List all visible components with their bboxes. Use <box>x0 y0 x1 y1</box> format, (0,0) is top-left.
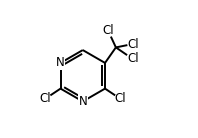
Text: Cl: Cl <box>103 24 114 37</box>
Text: Cl: Cl <box>127 52 139 65</box>
Text: N: N <box>56 56 65 69</box>
Text: N: N <box>78 95 87 108</box>
Text: Cl: Cl <box>39 92 51 105</box>
Text: Cl: Cl <box>115 92 126 105</box>
Text: Cl: Cl <box>128 38 139 51</box>
